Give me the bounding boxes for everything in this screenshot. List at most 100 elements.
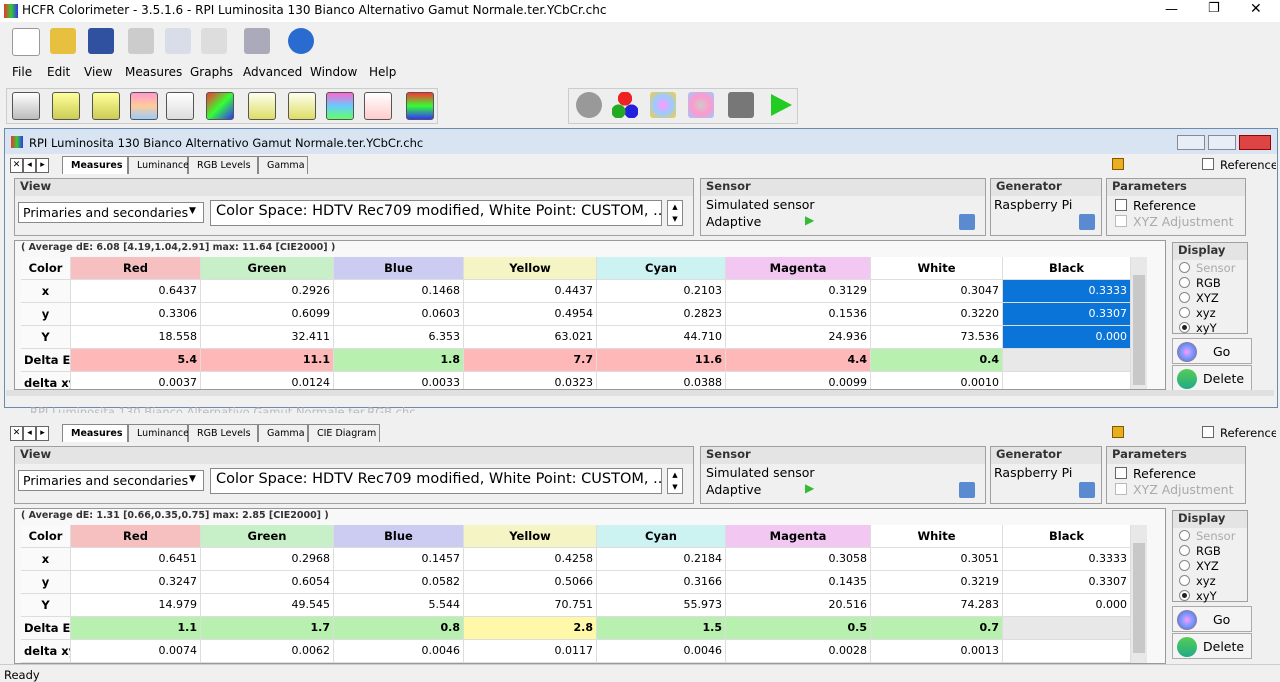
play[interactable] [768,92,794,118]
column-header: Yellow [464,257,597,280]
open-icon[interactable] [50,28,76,54]
menu-item[interactable]: Help [369,65,397,79]
menu-item[interactable]: Window [310,65,358,79]
config[interactable] [1079,214,1095,230]
tab[interactable]: CIE Diagram [308,424,380,442]
dropdown-arrow[interactable]: ▼ [189,206,196,216]
minimize[interactable]: — [1165,2,1178,17]
view-select[interactable]: Primaries and secondaries [18,470,204,491]
tab[interactable]: Gamma [258,156,308,174]
tab[interactable]: RGB Levels [188,156,258,174]
tab-nav[interactable]: ✕ [10,426,23,441]
menu-item[interactable]: View [84,65,113,79]
new-icon[interactable] [12,28,40,56]
copy-icon[interactable] [165,28,191,54]
row-header: x [21,548,71,571]
button[interactable]: Delete [1172,365,1252,391]
tool[interactable] [612,92,638,118]
display-option[interactable]: xyY [1179,321,1217,335]
display-option[interactable]: xyz [1179,306,1216,320]
tab[interactable]: Luminance [128,424,189,442]
reference-checkbox[interactable]: Reference [1115,198,1196,213]
tool[interactable] [326,92,354,120]
menu-item[interactable]: Measures [125,65,183,79]
tool[interactable] [406,92,434,120]
tool[interactable] [650,92,676,118]
tool[interactable] [688,92,714,118]
paste-icon[interactable] [201,28,227,54]
button[interactable]: Delete [1172,633,1252,659]
play[interactable]: ▶ [805,213,815,227]
row-header: y [21,571,71,594]
display-option[interactable]: RGB [1179,276,1221,290]
menu-item[interactable]: Advanced [243,65,303,79]
tab[interactable]: Measures [62,156,128,174]
close[interactable]: ✕ [1250,1,1262,17]
panel-label: View [15,179,693,196]
tool[interactable] [728,92,754,118]
display-option[interactable]: xyz [1179,574,1216,588]
tab[interactable]: RGB Levels [188,424,258,442]
tool[interactable] [52,92,80,120]
config[interactable] [959,482,975,498]
table-cell: 0.1536 [726,303,871,326]
column-header: Red [71,525,201,548]
tab[interactable]: Measures [62,424,128,442]
tool[interactable] [206,92,234,120]
tool[interactable] [576,92,602,118]
tab-nav[interactable]: ◂ [23,158,36,173]
tool[interactable] [12,92,40,120]
display-option: Sensor [1179,261,1235,275]
play[interactable]: ▶ [805,481,815,495]
table-cell [1003,640,1131,663]
scroll-thumb[interactable] [1133,543,1145,653]
help-icon[interactable] [288,28,314,54]
tool[interactable] [130,92,158,120]
close[interactable] [1239,135,1271,150]
button[interactable]: Go [1172,606,1252,632]
tab-nav[interactable]: ✕ [10,158,23,173]
minimize[interactable] [1177,135,1205,150]
reference-checkbox[interactable]: Reference [1115,466,1196,481]
spin[interactable]: ▲ ▼ [667,468,683,494]
menu-item[interactable]: Graphs [190,65,234,79]
tool[interactable] [166,92,194,120]
tab-nav[interactable]: ▸ [36,158,49,173]
display-option[interactable]: XYZ [1179,559,1219,573]
cut-icon[interactable] [128,28,154,54]
display-option[interactable]: xyY [1179,589,1217,603]
table-cell: 0.1468 [334,280,464,303]
config[interactable] [959,214,975,230]
scroll-thumb[interactable] [1133,275,1145,385]
dropdown-arrow[interactable]: ▼ [189,474,196,484]
measures-grid: ( Average dE: 6.08 [4.19,1.04,2.91] max:… [14,240,1166,390]
button[interactable]: Go [1172,338,1252,364]
h-scrollbar[interactable] [6,390,1274,396]
tool[interactable] [248,92,276,120]
tab-nav[interactable]: ◂ [23,426,36,441]
tool[interactable] [288,92,316,120]
menu-item[interactable]: File [12,65,33,79]
display-option[interactable]: RGB [1179,544,1221,558]
table-cell: 0.6437 [71,280,201,303]
tab[interactable]: Gamma [258,424,308,442]
table-cell: 0.0033 [334,372,464,389]
tool[interactable] [364,92,392,120]
tab[interactable]: Luminance [128,156,189,174]
reference-checkbox[interactable]: Reference [1202,426,1276,440]
reference-checkbox[interactable]: Reference [1202,158,1276,172]
maximize[interactable] [1208,135,1236,150]
display-option[interactable]: XYZ [1179,291,1219,305]
tab-nav[interactable]: ▸ [36,426,49,441]
table-cell: 0.3307 [1003,571,1131,594]
spin[interactable]: ▲ ▼ [667,200,683,226]
maximize[interactable]: ❐ [1208,1,1220,16]
view-select[interactable]: Primaries and secondaries [18,202,204,223]
save-icon[interactable] [88,28,114,54]
tool[interactable] [92,92,120,120]
print-icon[interactable] [244,28,270,54]
label: xyY [1196,589,1217,603]
row-header: delta xy [21,640,71,663]
menu-item[interactable]: Edit [47,65,71,79]
config[interactable] [1079,482,1095,498]
